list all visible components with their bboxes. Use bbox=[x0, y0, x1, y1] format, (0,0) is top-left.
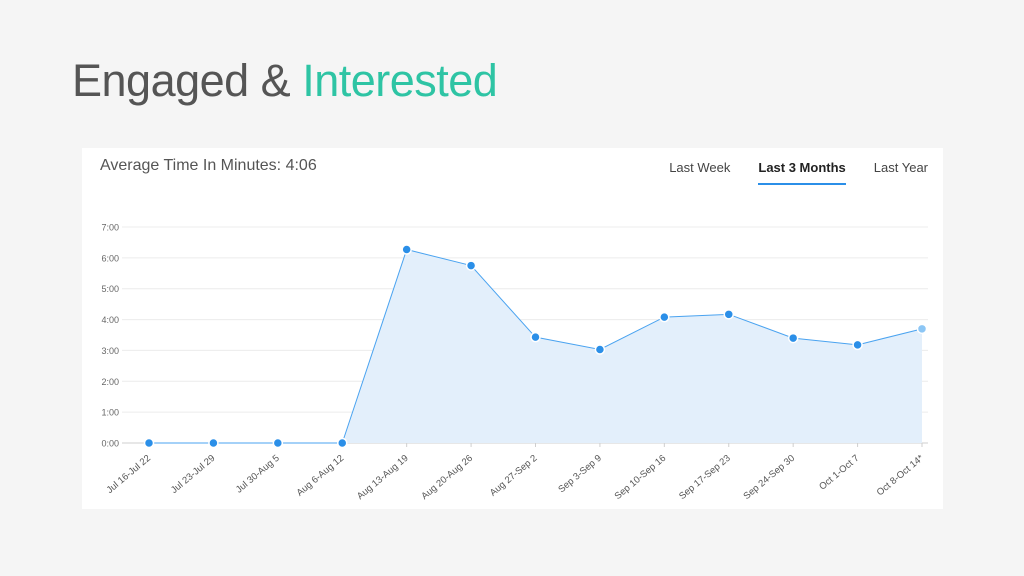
data-point[interactable] bbox=[852, 339, 863, 351]
time-range-tabs: Last Week Last 3 Months Last Year bbox=[669, 160, 928, 185]
x-tick-label: Sep 17-Sep 23 bbox=[677, 453, 733, 502]
data-point[interactable] bbox=[787, 332, 799, 344]
tab-last-year[interactable]: Last Year bbox=[873, 160, 928, 175]
data-point[interactable] bbox=[272, 437, 284, 449]
data-point[interactable] bbox=[337, 437, 348, 449]
x-tick-label: Oct 8-Oct 14* bbox=[875, 453, 926, 499]
data-point[interactable] bbox=[916, 323, 928, 335]
slide-title-accent: Interested bbox=[302, 55, 498, 106]
average-time-heading: Average Time In Minutes: 4:06 bbox=[100, 157, 317, 174]
y-tick-label: 7:00 bbox=[101, 223, 119, 233]
y-tick-label: 0:00 bbox=[101, 439, 119, 449]
slide-title-main: Engaged & bbox=[72, 55, 303, 106]
x-tick-label: Aug 13-Aug 19 bbox=[355, 453, 411, 502]
x-tick-label: Jul 23-Jul 29 bbox=[169, 453, 217, 496]
x-tick-label: Jul 16-Jul 22 bbox=[105, 453, 153, 496]
data-point[interactable] bbox=[723, 309, 734, 320]
tab-last-week[interactable]: Last Week bbox=[669, 160, 731, 175]
y-tick-label: 6:00 bbox=[101, 253, 119, 263]
y-tick-label: 1:00 bbox=[101, 408, 119, 418]
y-tick-label: 4:00 bbox=[101, 315, 119, 325]
data-point[interactable] bbox=[659, 311, 670, 323]
y-tick-label: 2:00 bbox=[101, 377, 119, 387]
data-point[interactable] bbox=[594, 344, 606, 355]
x-tick-label: Aug 6-Aug 12 bbox=[295, 453, 347, 499]
slide-title: Engaged & Interested bbox=[72, 55, 498, 106]
x-tick-label: Jul 30-Aug 5 bbox=[234, 453, 282, 496]
data-point[interactable] bbox=[208, 437, 219, 449]
engagement-chart: 0:00 1:00 2:00 3:00 4:00 5:00 6:00 7:00 Jul 16-J… bbox=[101, 223, 928, 502]
data-point[interactable] bbox=[465, 260, 477, 271]
x-tick-label: Sep 3-Sep 9 bbox=[556, 453, 604, 495]
y-tick-label: 3:00 bbox=[101, 346, 119, 356]
data-point[interactable] bbox=[530, 331, 541, 343]
x-tick-label: Sep 24-Sep 30 bbox=[741, 453, 797, 502]
data-point[interactable] bbox=[401, 244, 412, 255]
data-point[interactable] bbox=[143, 437, 155, 449]
x-tick-label: Oct 1-Oct 7 bbox=[817, 453, 861, 493]
tab-last-3-months[interactable]: Last 3 Months bbox=[758, 160, 846, 185]
chart-card: Average Time In Minutes: 4:06 Last Week … bbox=[82, 148, 943, 509]
series-area bbox=[149, 249, 922, 443]
x-tick-label: Sep 10-Sep 16 bbox=[613, 453, 669, 502]
x-tick-label: Aug 27-Sep 2 bbox=[488, 453, 540, 499]
y-tick-label: 5:00 bbox=[101, 284, 119, 294]
x-tick-label: Aug 20-Aug 26 bbox=[419, 453, 475, 502]
